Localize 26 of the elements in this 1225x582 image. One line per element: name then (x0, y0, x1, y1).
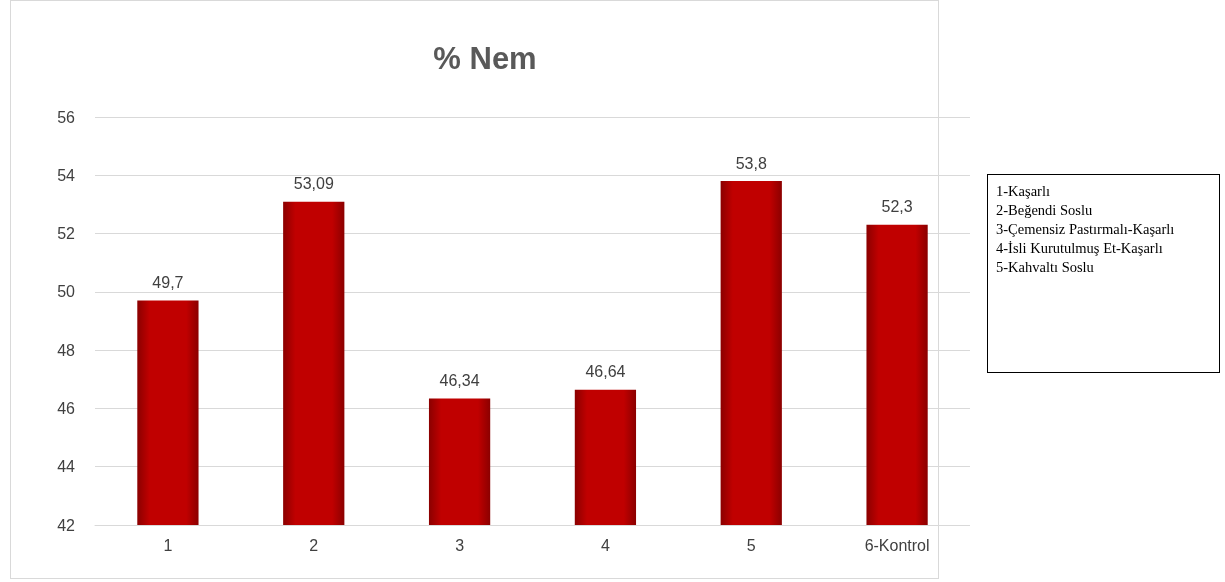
y-tick-label: 42 (57, 516, 76, 534)
data-label: 53,8 (735, 154, 767, 172)
y-tick-label: 52 (57, 225, 76, 243)
chart-title: % Nem (433, 41, 537, 76)
x-tick-label: 4 (600, 536, 610, 554)
x-tick-label: 6-Kontrol (864, 536, 930, 554)
x-tick-label: 5 (746, 536, 756, 554)
text: 1-Kaşarlı (996, 182, 1051, 201)
text: 4-İsli Kurutulmuş Et-Kaşarlı (996, 239, 1164, 258)
text: 2-Beğendi Soslu (996, 201, 1094, 220)
data-label: 46,34 (439, 372, 480, 390)
data-label: 46,64 (585, 363, 626, 381)
y-tick-label: 56 (57, 108, 76, 126)
y-tick-label: 44 (57, 458, 76, 476)
text: 5-Kahvaltı Soslu (996, 258, 1095, 277)
y-tick-label: 50 (57, 283, 76, 301)
x-tick-label: 1 (163, 536, 173, 554)
y-tick-label: 48 (57, 341, 76, 359)
x-tick-label: 2 (309, 536, 319, 554)
y-tick-label: 46 (57, 399, 76, 417)
y-tick-label: 54 (57, 166, 76, 184)
text: 3-Çemensiz Pastırmalı-Kaşarlı (996, 220, 1176, 239)
data-label: 49,7 (152, 274, 184, 292)
data-label: 53,09 (293, 175, 334, 193)
x-tick-label: 3 (455, 536, 465, 554)
data-label: 52,3 (881, 198, 913, 216)
